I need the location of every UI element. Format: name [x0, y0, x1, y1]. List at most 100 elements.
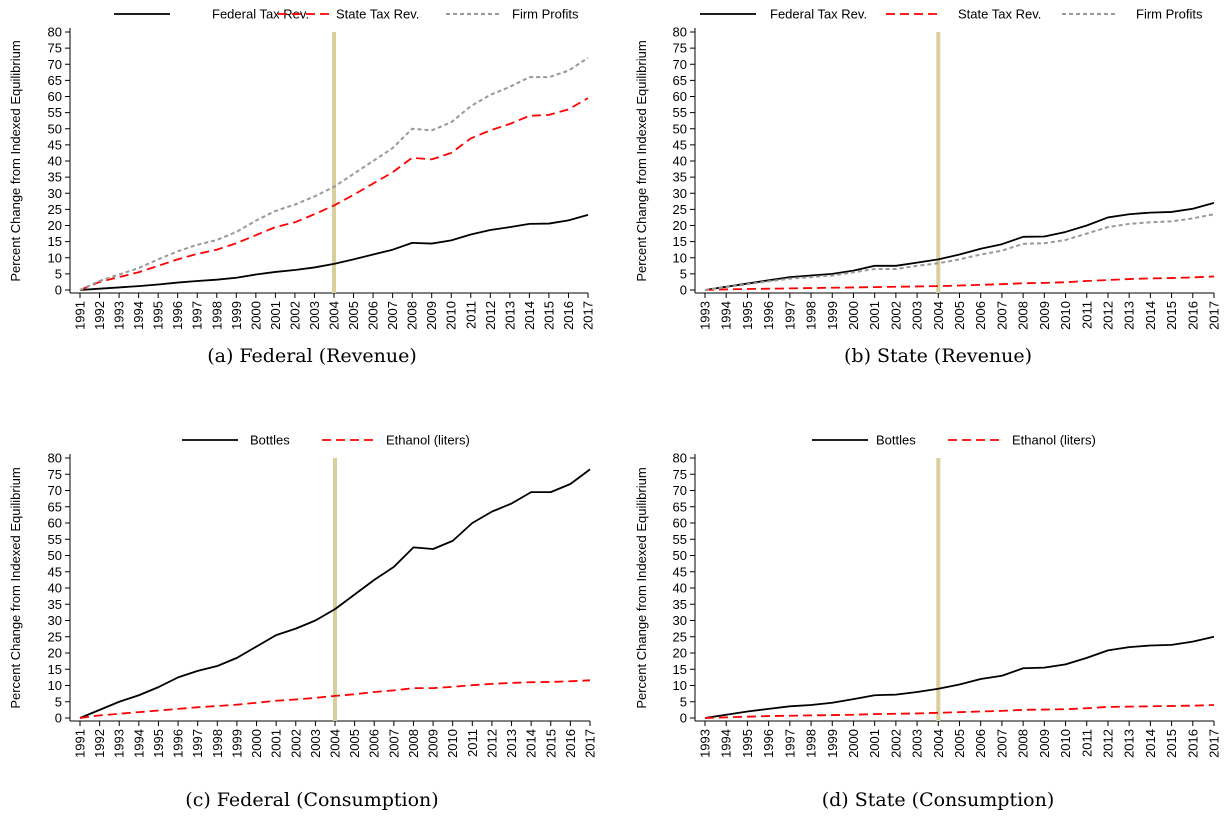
x-tick-label: 1996	[170, 301, 185, 330]
legend-label: Firm Profits	[512, 7, 579, 22]
x-tick-label: 2016	[563, 729, 578, 758]
x-tick-label: 2001	[867, 301, 882, 330]
x-tick-label: 2008	[406, 729, 421, 758]
y-tick-label: 70	[673, 57, 687, 72]
y-tick-label: 60	[673, 89, 687, 104]
y-tick-label: 0	[680, 711, 687, 726]
x-tick-label: 2006	[367, 729, 382, 758]
legend: Bottles Ethanol (liters)	[182, 433, 470, 448]
x-tick-label: 1995	[151, 729, 166, 758]
x-tick-label: 2003	[910, 301, 925, 330]
y-tick-label: 20	[673, 218, 687, 233]
x-tick-label: 2009	[426, 729, 441, 758]
x-tick-label: 2011	[465, 729, 480, 757]
series-line-federal-tax-rev	[704, 202, 1215, 291]
x-tick-label: 2007	[386, 729, 401, 758]
y-tick-label: 25	[673, 202, 687, 217]
y-tick-label: 80	[48, 451, 62, 466]
x-tick-label: 2014	[524, 729, 539, 758]
x-tick-label: 2014	[1143, 729, 1158, 758]
y-tick-label: 25	[673, 629, 687, 644]
y-tick-label: 25	[48, 629, 62, 644]
legend-label: Firm Profits	[1136, 7, 1203, 22]
x-tick-label: 2013	[1122, 729, 1137, 758]
y-tick-label: 35	[48, 597, 62, 612]
x-tick-label: 2003	[307, 301, 322, 330]
series-line-firm-profits	[79, 56, 589, 291]
x-tick-label: 2007	[994, 301, 1009, 330]
x-tick-label: 1998	[210, 729, 225, 758]
y-tick-label: 65	[673, 499, 687, 514]
y-tick-label: 10	[673, 678, 687, 693]
legend-label: Federal Tax Rev.	[212, 7, 309, 22]
y-tick-label: 30	[673, 613, 687, 628]
x-tick-label: 1995	[151, 301, 166, 330]
y-tick-label: 5	[55, 694, 62, 709]
x-tick-label: 2002	[287, 301, 302, 330]
x-tick-label: 2003	[910, 729, 925, 758]
x-tick-label: 1992	[92, 301, 107, 330]
legend-label: Ethanol (liters)	[1012, 433, 1096, 448]
y-tick-label: 25	[48, 202, 62, 217]
y-tick-label: 40	[673, 154, 687, 169]
y-tick-label: 30	[673, 186, 687, 201]
legend-label: State Tax Rev.	[958, 7, 1041, 22]
y-tick-label: 10	[48, 250, 62, 265]
x-tick-label: 1997	[190, 729, 205, 758]
series-line-state-tax-rev	[704, 275, 1215, 291]
x-tick-label: 1999	[229, 301, 244, 330]
x-tick-label: 2015	[543, 729, 558, 758]
x-tick-label: 2004	[327, 301, 342, 330]
legend-label: Federal Tax Rev.	[770, 7, 867, 22]
y-tick-label: 55	[673, 105, 687, 120]
x-tick-label: 2012	[484, 729, 499, 758]
x-tick-label: 2006	[366, 301, 381, 330]
y-axis-title: Percent Change from Indexed Equilibrium	[634, 467, 649, 708]
x-tick-label: 2012	[483, 301, 498, 330]
x-tick-label: 2004	[931, 729, 946, 758]
x-tick-label: 2005	[952, 729, 967, 758]
y-tick-label: 50	[48, 121, 62, 136]
y-tick-label: 0	[680, 283, 687, 298]
y-tick-label: 40	[48, 154, 62, 169]
x-tick-label: 2008	[1016, 301, 1031, 330]
y-tick-label: 65	[48, 499, 62, 514]
y-tick-label: 20	[48, 646, 62, 661]
y-tick-label: 80	[673, 25, 687, 40]
y-tick-label: 40	[48, 581, 62, 596]
x-tick-label: 1999	[229, 729, 244, 758]
y-tick-label: 20	[48, 218, 62, 233]
y-tick-label: 15	[673, 234, 687, 249]
x-tick-label: 2001	[269, 729, 284, 758]
y-tick-label: 65	[48, 73, 62, 88]
y-tick-label: 70	[48, 57, 62, 72]
x-tick-label: 1993	[112, 729, 127, 758]
y-tick-label: 30	[48, 186, 62, 201]
y-tick-label: 35	[673, 597, 687, 612]
x-tick-label: 2002	[888, 301, 903, 330]
y-tick-label: 80	[48, 25, 62, 40]
y-tick-label: 70	[48, 483, 62, 498]
y-tick-label: 15	[48, 662, 62, 677]
y-tick-label: 55	[48, 532, 62, 547]
y-tick-label: 45	[673, 564, 687, 579]
y-tick-label: 65	[673, 73, 687, 88]
panel-caption: (c) Federal (Consumption)	[185, 789, 438, 811]
y-axis-title: Percent Change from Indexed Equilibrium	[634, 40, 649, 281]
x-tick-label: 2005	[347, 729, 362, 758]
x-tick-label: 1996	[761, 301, 776, 330]
y-axis-title: Percent Change from Indexed Equilibrium	[8, 467, 23, 708]
y-tick-label: 60	[673, 516, 687, 531]
x-tick-label: 2005	[346, 301, 361, 330]
x-tick-label: 2016	[1185, 729, 1200, 758]
y-tick-label: 20	[673, 646, 687, 661]
x-tick-label: 1991	[73, 729, 88, 758]
legend: Federal Tax Rev. State Tax Rev. Firm Profi…	[700, 7, 1203, 22]
series-line-firm-profits	[704, 213, 1215, 291]
y-tick-label: 45	[48, 564, 62, 579]
x-tick-label: 2013	[1122, 301, 1137, 330]
x-tick-label: 1995	[740, 729, 755, 758]
